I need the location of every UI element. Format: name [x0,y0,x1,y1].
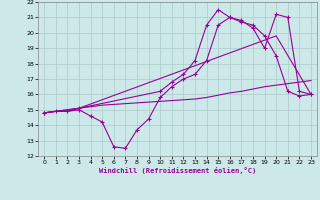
X-axis label: Windchill (Refroidissement éolien,°C): Windchill (Refroidissement éolien,°C) [99,167,256,174]
